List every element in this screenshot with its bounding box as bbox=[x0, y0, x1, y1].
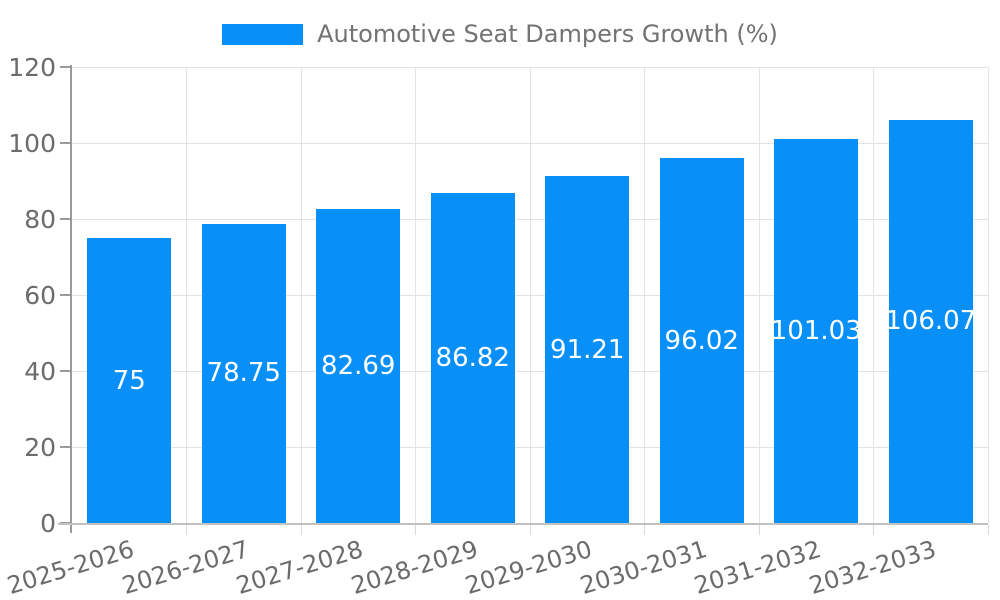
y-tick-mark bbox=[60, 142, 70, 144]
y-tick-mark bbox=[60, 446, 70, 448]
v-gridline bbox=[300, 67, 302, 523]
bar-value-label: 78.75 bbox=[206, 358, 281, 389]
y-tick-label: 120 bbox=[8, 52, 56, 82]
chart-legend: Automotive Seat Dampers Growth (%) bbox=[0, 20, 1000, 48]
legend-swatch-icon bbox=[222, 23, 304, 45]
bar[interactable]: 82.69 bbox=[316, 208, 401, 523]
y-tick-mark bbox=[60, 370, 70, 372]
legend-item[interactable]: Automotive Seat Dampers Growth (%) bbox=[222, 20, 778, 48]
x-tick-mark bbox=[300, 525, 302, 535]
y-tick-label: 20 bbox=[24, 432, 56, 462]
bar[interactable]: 86.82 bbox=[430, 193, 515, 523]
v-gridline bbox=[987, 67, 989, 523]
bar[interactable]: 78.75 bbox=[201, 223, 286, 523]
bar-value-label: 106.07 bbox=[885, 306, 977, 337]
v-gridline bbox=[873, 67, 874, 523]
x-tick-mark bbox=[529, 525, 531, 535]
plot-area: 0 20 40 60 80 100 120 75 2025-2026 78.75 2026-2027… bbox=[4, 53, 989, 600]
y-tick-mark bbox=[60, 66, 70, 68]
bar-value-label: 75 bbox=[112, 365, 146, 396]
x-tick-mark bbox=[873, 525, 874, 535]
x-tick-mark bbox=[758, 525, 760, 535]
bar-value-label: 101.03 bbox=[770, 316, 862, 347]
bar[interactable]: 106.07 bbox=[885, 119, 976, 523]
y-tick-label: 100 bbox=[8, 128, 56, 158]
y-tick-label: 80 bbox=[24, 204, 56, 234]
y-tick-mark bbox=[60, 218, 70, 220]
x-tick-mark bbox=[186, 525, 187, 535]
x-tick-mark bbox=[415, 525, 416, 535]
bar-value-label: 91.21 bbox=[550, 334, 625, 365]
y-tick-label: 40 bbox=[24, 356, 56, 386]
bar[interactable]: 96.02 bbox=[659, 158, 744, 523]
v-gridline bbox=[186, 67, 187, 523]
v-gridline bbox=[644, 67, 645, 523]
y-axis-line bbox=[70, 65, 72, 533]
bar-value-label: 82.69 bbox=[321, 350, 396, 381]
bar-value-label: 86.82 bbox=[435, 343, 510, 374]
v-gridline bbox=[415, 67, 416, 523]
bar[interactable]: 75 bbox=[87, 238, 172, 523]
v-gridline bbox=[758, 67, 760, 523]
y-tick-label: 60 bbox=[24, 280, 56, 310]
bar[interactable]: 91.21 bbox=[545, 176, 630, 523]
x-tick-mark bbox=[644, 525, 645, 535]
x-axis-line bbox=[58, 523, 988, 525]
v-gridline bbox=[529, 67, 531, 523]
y-tick-mark bbox=[60, 294, 70, 296]
x-tick-mark bbox=[987, 525, 989, 535]
bar[interactable]: 101.03 bbox=[771, 139, 862, 523]
y-tick-label: 0 bbox=[40, 508, 56, 538]
bar-value-label: 96.02 bbox=[664, 325, 739, 356]
legend-label: Automotive Seat Dampers Growth (%) bbox=[317, 20, 778, 48]
